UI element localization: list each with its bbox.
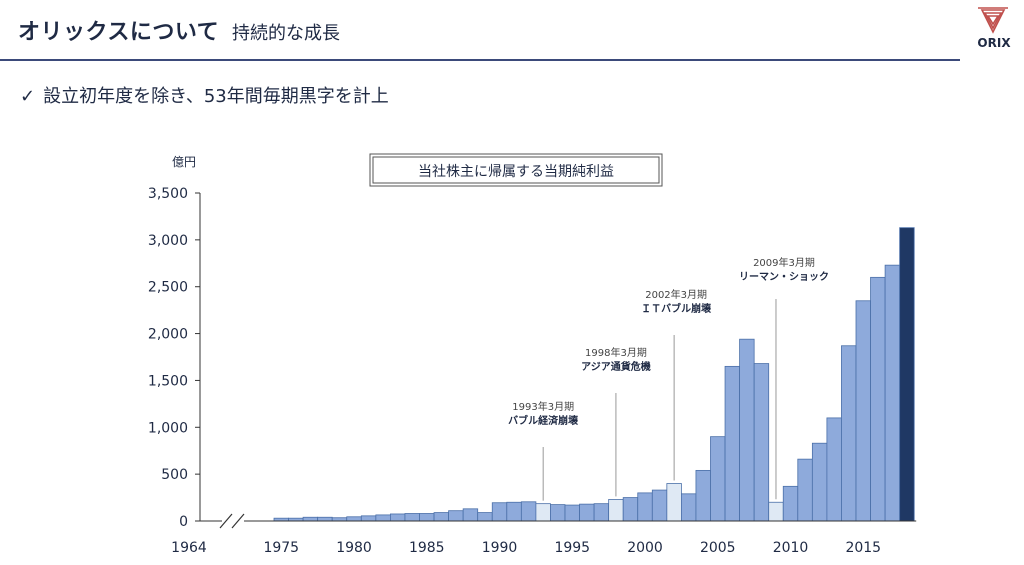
bar: [477, 512, 493, 522]
header: オリックスについて 持続的な成長 ORIX: [0, 0, 1024, 64]
bar: [870, 276, 886, 522]
annotation-date: 1998年3月期: [585, 346, 647, 359]
bar: [360, 515, 377, 522]
bar: [593, 503, 610, 522]
page-title: オリックスについて: [18, 20, 220, 45]
bar: [535, 503, 551, 522]
bar: [841, 345, 857, 522]
chart-title: 当社株主に帰属する当期純利益: [418, 163, 614, 180]
y-tick-label: 1,000: [148, 420, 188, 436]
x-tick-label: 1995: [554, 540, 590, 556]
bar: [724, 365, 740, 522]
bar: [564, 504, 580, 522]
bar: [884, 264, 901, 522]
axis-break-gap: [222, 513, 244, 529]
annotation-date: 2009年3月期: [753, 256, 815, 269]
bar: [550, 504, 566, 522]
bar: [651, 489, 668, 522]
bar: [710, 436, 726, 522]
x-tick-label: 1990: [482, 540, 518, 556]
bar: [317, 516, 333, 522]
bar: [637, 492, 653, 522]
bar: [695, 469, 711, 522]
x-tick-label: 2000: [627, 540, 663, 556]
chart-title-box: [369, 153, 663, 187]
y-tick-label: 3,500: [148, 186, 188, 202]
bar: [753, 363, 770, 522]
bar: [681, 493, 697, 522]
y-tick-label: 500: [161, 467, 188, 483]
x-tick-label: 2010: [773, 540, 809, 556]
bar: [375, 514, 391, 522]
bullet-point: ✓ 設立初年度を除き、53年間毎期黒字を計上: [20, 82, 389, 108]
y-axis-label: 億円: [172, 155, 196, 169]
bar: [302, 516, 319, 522]
annotation-label: ＩＴバブル崩壊: [641, 302, 712, 315]
bar: [855, 300, 871, 522]
y-tick-label: 1,500: [148, 373, 188, 389]
axis-break-mark: [231, 513, 245, 529]
bar: [579, 503, 595, 522]
bar: [389, 513, 406, 522]
logo-text: ORIX: [977, 36, 1011, 50]
x-tick-label: 1964: [171, 540, 207, 556]
annotation-label: アジア通貨危機: [581, 360, 651, 373]
bar: [491, 502, 508, 522]
y-tick-label: 2,000: [148, 327, 188, 343]
bar: [739, 338, 755, 522]
page-subtitle: 持続的な成長: [232, 23, 340, 44]
bar: [448, 510, 464, 522]
net-income-chart: 当社株主に帰属する当期純利益 億円 0 500 1,000 1,500 2,000 2,5…: [148, 153, 917, 556]
bar: [666, 483, 682, 522]
bar: [826, 417, 842, 522]
bar: [419, 513, 435, 522]
axis-break-mark: [219, 513, 233, 529]
annotation-date: 1993年3月期: [512, 400, 574, 413]
annotation-date: 2002年3月期: [645, 288, 707, 301]
bar: [782, 485, 799, 522]
y-tick-label: 2,500: [148, 280, 188, 296]
x-tick-label: 1985: [409, 540, 445, 556]
y-tick-label: 0: [179, 514, 188, 530]
bar: [622, 497, 639, 522]
bar: [899, 227, 915, 522]
y-tick-label: 3,000: [148, 233, 188, 249]
bar: [768, 501, 784, 522]
bar: [811, 442, 828, 522]
x-tick-label: 1975: [263, 540, 299, 556]
chart-title-box-inner: [372, 156, 660, 184]
bar: [433, 512, 449, 522]
annotation-label: リーマン・ショック: [739, 271, 829, 283]
bar: [520, 501, 537, 522]
bar: [608, 499, 624, 522]
chart-container: 当社株主に帰属する当期純利益 億円 0 500 1,000 1,500 2,000 2,5…: [0, 140, 1024, 561]
bullet-text: 設立初年度を除き、53年間毎期黒字を計上: [43, 86, 389, 107]
x-tick-label: 2005: [700, 540, 736, 556]
bar: [404, 513, 420, 522]
bar: [797, 458, 813, 522]
annotation-label: バブル経済崩壊: [508, 414, 579, 427]
x-tick-label: 1980: [336, 540, 372, 556]
bar: [346, 516, 362, 522]
orix-logo-icon: [978, 7, 1008, 34]
bar: [506, 501, 522, 522]
x-tick-label: 2015: [845, 540, 881, 556]
bar: [462, 508, 479, 522]
header-divider: [0, 59, 960, 61]
check-icon: ✓: [20, 86, 36, 107]
